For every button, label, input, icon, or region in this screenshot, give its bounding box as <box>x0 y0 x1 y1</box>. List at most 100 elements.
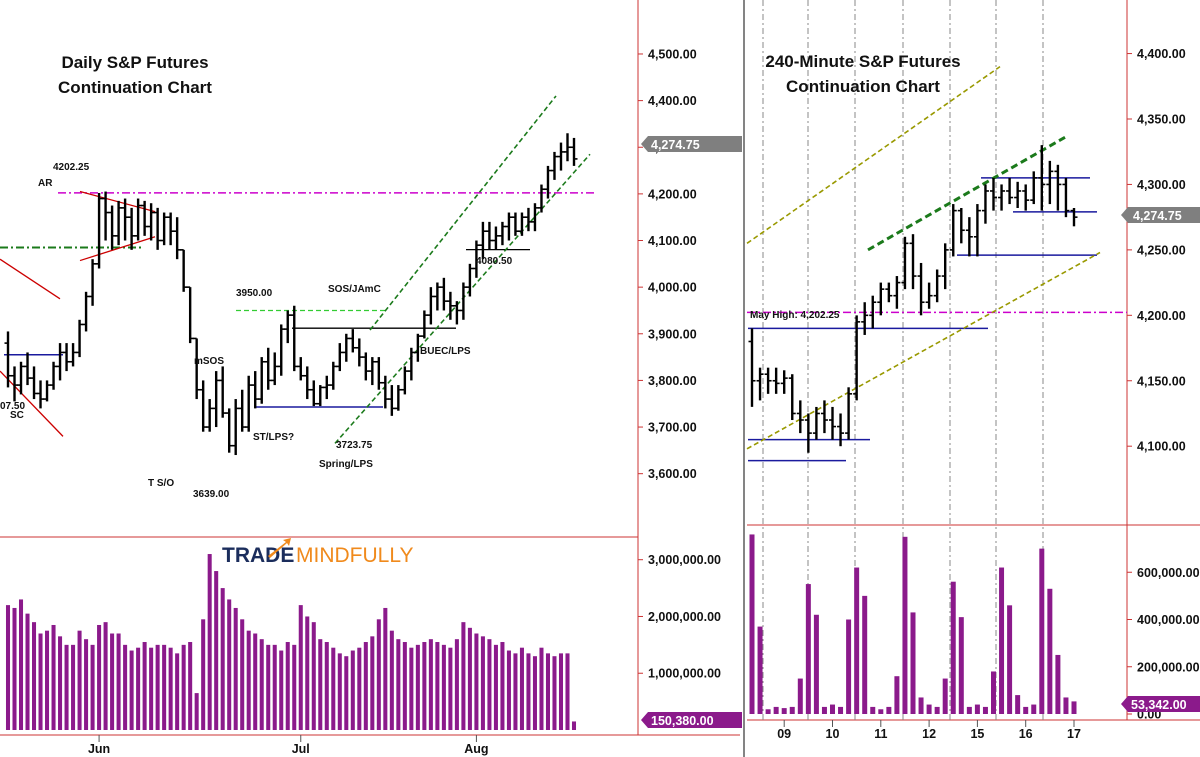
left-price-bar <box>30 366 38 400</box>
left-price-bar <box>219 366 227 418</box>
svg-text:53,342.00: 53,342.00 <box>1131 698 1187 712</box>
right-time-tick-label: 15 <box>970 727 984 741</box>
left-price-bar <box>56 343 64 381</box>
right-price-bar <box>796 400 804 434</box>
left-volume-bar <box>539 647 544 730</box>
right-volume-bar <box>813 614 819 714</box>
right-price-bar <box>1030 171 1038 205</box>
right-volume-bar <box>749 534 755 714</box>
right-price-tick-label: 4,200.00 <box>1137 309 1186 323</box>
intraday-price-ticks: 4,400.00 4,350.00 4,300.00 4,250.00 4,200.00… <box>1127 47 1186 454</box>
daily-chart-title: Daily S&P Futures <box>61 53 208 72</box>
left-price-bar <box>128 207 136 250</box>
right-price-bar <box>748 328 756 407</box>
trademindfully-logo: TRADE MINDFULLY <box>222 538 413 567</box>
right-price-bar <box>788 374 796 421</box>
right-price-bar <box>764 367 772 394</box>
daily-chart-subtitle: Continuation Chart <box>58 78 212 97</box>
right-volume-bar <box>1007 605 1013 714</box>
right-price-bar <box>957 207 965 244</box>
left-price-bar <box>147 203 155 241</box>
left-price-bar <box>115 200 123 246</box>
left-price-bar <box>303 366 311 400</box>
intraday-session-separators <box>762 0 1044 720</box>
left-volume-bar <box>422 642 427 730</box>
left-price-bar <box>258 357 266 404</box>
left-volume-bar <box>5 605 11 730</box>
intraday-price-bars <box>748 145 1078 453</box>
right-price-bar <box>845 387 853 440</box>
right-price-bar <box>965 217 973 257</box>
left-price-bar <box>173 217 181 260</box>
left-time-tick-label: Jul <box>292 742 310 756</box>
left-price-bar <box>472 240 480 278</box>
left-volume-bar <box>402 642 407 730</box>
left-volume-bar <box>376 619 381 730</box>
right-volume-bar <box>773 706 779 714</box>
right-volume-bar <box>918 697 924 714</box>
left-volume-bar <box>454 639 459 730</box>
left-volume-bar <box>415 644 420 730</box>
annotation-4080: 4080.50 <box>476 256 513 267</box>
left-price-bar <box>134 198 142 241</box>
left-volume-bar <box>467 627 472 730</box>
left-price-bar <box>433 282 441 311</box>
left-price-bar <box>4 331 12 388</box>
right-price-bar <box>820 400 828 434</box>
left-volume-bar <box>311 622 316 730</box>
left-volume-bar <box>246 630 251 730</box>
left-price-bar <box>492 226 500 250</box>
left-price-bar <box>290 305 298 372</box>
intraday-chart-subtitle: Continuation Chart <box>786 77 940 96</box>
left-price-bar <box>232 399 240 456</box>
annotation-spring-lps: Spring/LPS <box>319 459 373 470</box>
left-volume-bar <box>344 656 349 730</box>
intraday-overlays <box>746 65 1127 462</box>
annotation-buec-lps: BUEC/LPS <box>420 346 471 357</box>
right-volume-bar <box>1071 701 1077 714</box>
right-price-bar <box>756 367 764 401</box>
right-time-tick-label: 09 <box>777 727 791 741</box>
right-price-bar <box>990 177 997 211</box>
intraday-last-volume-tag: 53,342.00 <box>1121 696 1200 712</box>
right-price-bar <box>893 276 901 309</box>
left-volume-bar <box>480 636 485 730</box>
left-price-bar <box>108 205 116 250</box>
left-volume-bar <box>526 653 531 730</box>
left-volume-bar <box>97 624 102 730</box>
svg-text:150,380.00: 150,380.00 <box>651 714 714 728</box>
left-price-bar <box>420 310 428 339</box>
right-volume-bar <box>1055 654 1061 714</box>
left-price-tick-label: 4,100.00 <box>648 234 697 248</box>
left-price-bar <box>95 192 103 269</box>
right-volume-bar <box>1023 706 1029 714</box>
left-volume-bar <box>259 639 264 730</box>
daily-chart: Daily S&P Futures Continuation Chart 4,5… <box>0 0 742 756</box>
left-volume-bar <box>12 607 17 730</box>
right-price-bar <box>804 413 812 453</box>
right-price-bar <box>973 204 981 257</box>
left-volume-bar <box>272 644 277 730</box>
right-volume-tick-label: 600,000.00 <box>1137 566 1200 580</box>
right-volume-tick-label: 200,000.00 <box>1137 660 1200 674</box>
right-price-bar <box>1038 145 1046 211</box>
left-volume-bar <box>149 647 154 730</box>
left-price-bar <box>342 333 350 362</box>
sc-lower-line <box>0 370 64 437</box>
left-price-bar <box>505 212 513 241</box>
left-volume-bar <box>331 647 336 730</box>
right-price-bar <box>861 302 869 335</box>
annotation-sc: SC <box>10 410 24 421</box>
left-price-tick-label: 4,500.00 <box>648 47 697 61</box>
left-price-bar <box>251 371 259 409</box>
left-volume-bar <box>45 630 50 730</box>
left-price-bar <box>271 352 279 386</box>
left-price-bar <box>50 361 58 390</box>
channel-upper <box>369 95 557 331</box>
left-volume-bar <box>18 599 24 730</box>
left-price-bar <box>550 151 558 180</box>
left-volume-bar <box>279 650 284 730</box>
left-volume-bar <box>233 607 238 730</box>
left-price-bar <box>537 184 545 213</box>
